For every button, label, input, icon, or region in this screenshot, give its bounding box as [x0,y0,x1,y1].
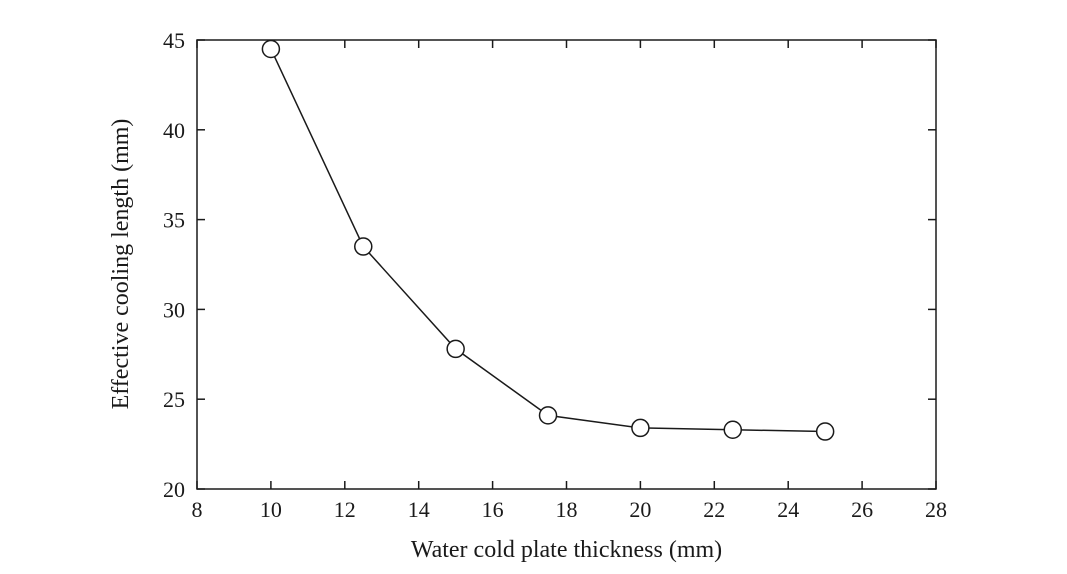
x-axis-ticks: 8 10 12 14 16 18 20 22 24 26 28 [192,40,947,522]
data-point [446,339,465,359]
data-point [354,237,373,256]
x-tick-label: 12 [334,497,356,522]
x-tick-label: 10 [260,497,282,522]
x-tick-label: 16 [482,497,504,522]
x-tick-label: 26 [851,497,873,522]
data-point [538,406,558,425]
y-tick-label: 25 [163,387,185,412]
y-tick-label: 35 [163,208,185,233]
x-tick-label: 8 [192,497,203,522]
x-axis-label: Water cold plate thickness (mm) [411,537,722,563]
x-tick-label: 28 [925,497,947,522]
x-tick-label: 22 [703,497,725,522]
y-tick-label: 20 [163,477,185,502]
x-tick-label: 14 [408,497,430,522]
series-line [270,48,826,433]
y-axis-label: Effective cooling length (mm) [108,119,134,410]
data-point [723,420,743,439]
x-tick-label: 24 [777,497,799,522]
y-tick-label: 40 [163,118,185,143]
data-point [815,422,835,441]
x-tick-label: 20 [629,497,651,522]
plot-frame [196,39,937,490]
data-point [261,39,281,59]
y-tick-label: 45 [163,28,185,53]
data-point [631,418,650,438]
x-tick-label: 18 [556,497,578,522]
y-tick-label: 30 [163,297,185,322]
y-axis-ticks: 20 25 30 35 40 45 [163,28,936,502]
series-layer [261,39,835,441]
